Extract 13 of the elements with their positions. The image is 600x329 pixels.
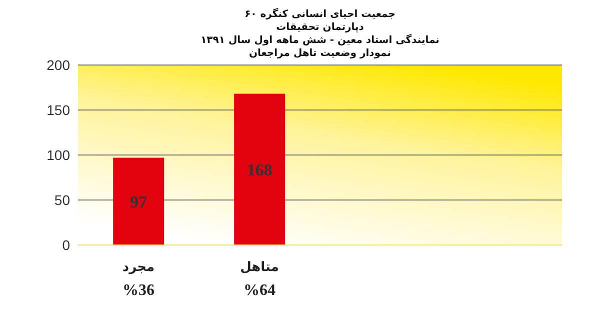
y-tick-label: 200 bbox=[46, 56, 70, 73]
y-tick-label: 100 bbox=[46, 146, 70, 163]
y-tick-label: 0 bbox=[62, 236, 70, 253]
y-tick-label: 150 bbox=[46, 102, 70, 118]
data-label: 97 bbox=[130, 192, 148, 212]
text: %36 bbox=[122, 282, 154, 299]
x-tick-label: مجرد bbox=[122, 260, 155, 275]
y-tick-label: 50 bbox=[54, 192, 70, 208]
chart-title: جمعیت احیای انسانی کنگره ۶۰ bbox=[244, 8, 396, 21]
x-tick-label: متاهل bbox=[240, 260, 279, 275]
text: %64 bbox=[244, 282, 276, 299]
data-label: 168 bbox=[246, 160, 272, 180]
chart-subtitle: دپارتمان تحقیقات نمایندگی استاد معین - شش ماهه اول سال ۱۳۹۱ نمودار وضعیت تاهل مراجعان bbox=[200, 21, 440, 59]
